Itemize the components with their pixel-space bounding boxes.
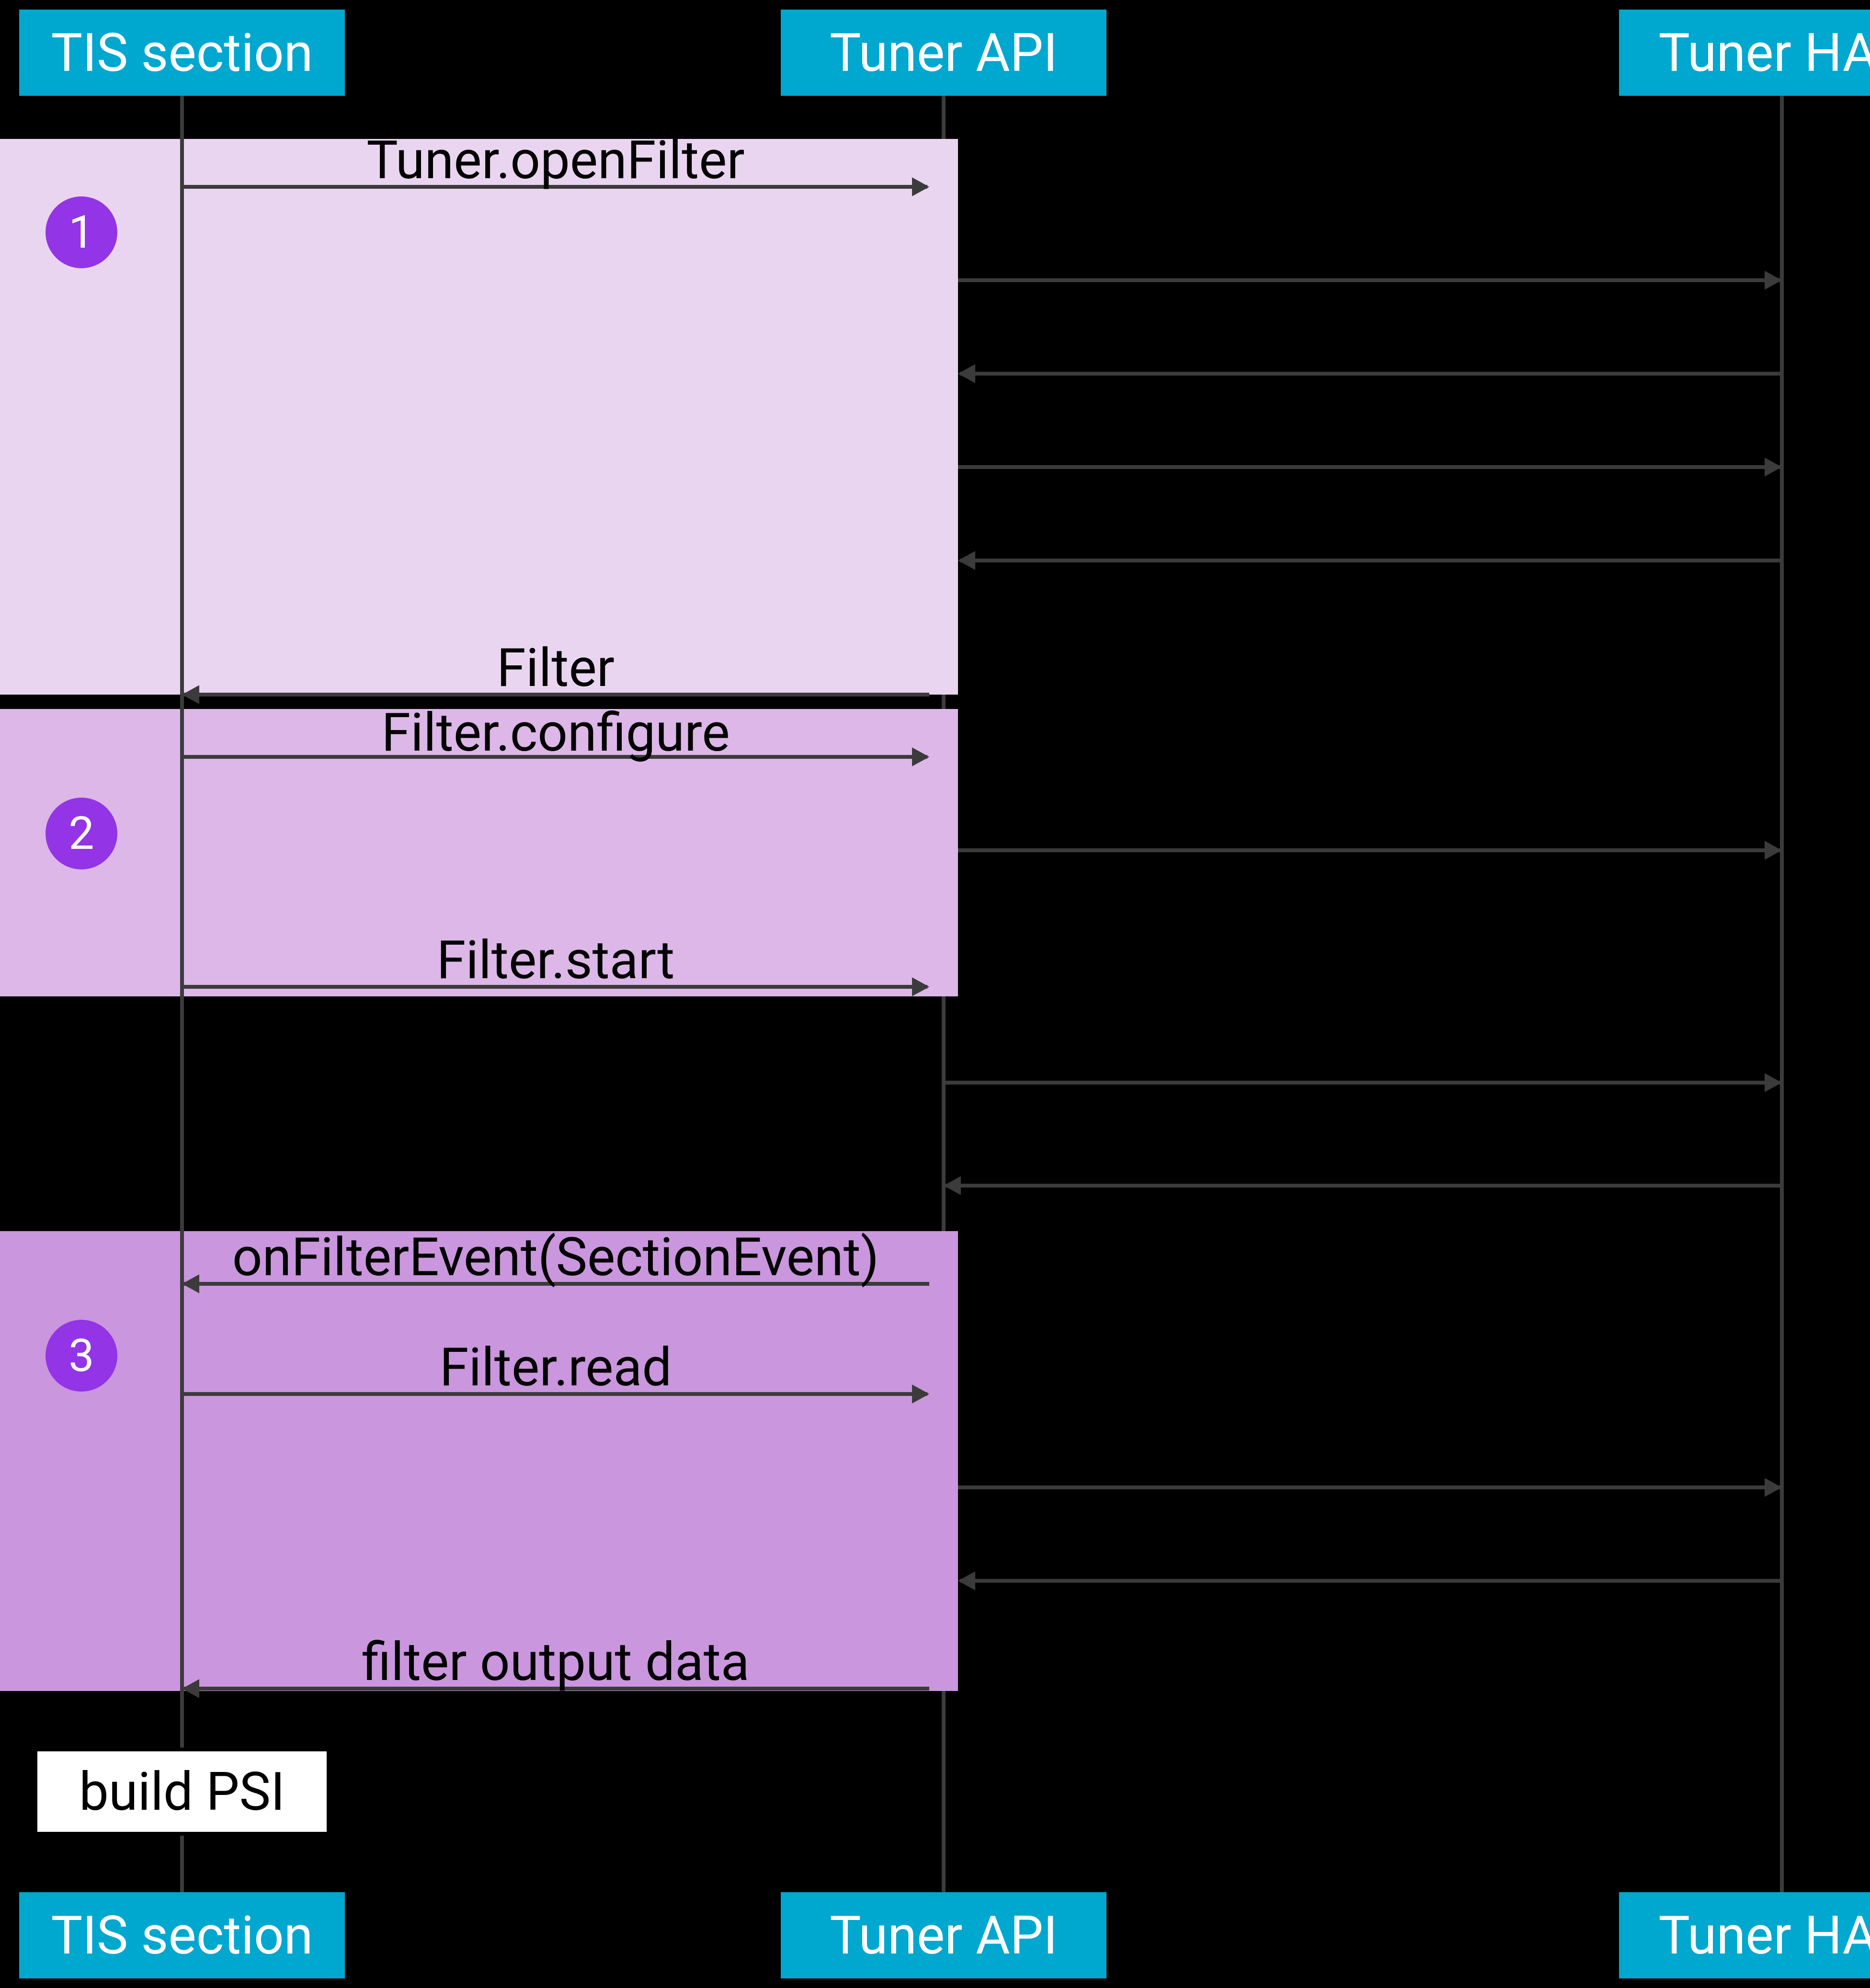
phase-badge-2: 2 bbox=[46, 798, 117, 869]
footer-api: Tuner API bbox=[781, 1892, 1106, 1978]
footer-tis: TIS section bbox=[19, 1892, 345, 1978]
lifeline-hal bbox=[1780, 96, 1784, 1892]
lifeline-tis bbox=[180, 96, 184, 1892]
participant-label: Tuner HAL bbox=[1658, 1905, 1870, 1966]
phase-badge-3: 3 bbox=[46, 1320, 117, 1392]
message-label-6: Filter.configure bbox=[125, 702, 987, 764]
header-tis: TIS section bbox=[19, 10, 345, 96]
message-label-15: filter output data bbox=[125, 1631, 987, 1693]
phase-3 bbox=[0, 1231, 958, 1691]
participant-label: Tuner API bbox=[830, 22, 1058, 84]
phase-1 bbox=[0, 139, 958, 695]
phase-badge-1: 1 bbox=[46, 196, 117, 268]
note-tis: build PSI bbox=[34, 1748, 331, 1836]
message-label-11: onFilterEvent(SectionEvent) bbox=[125, 1226, 987, 1288]
participant-label: Tuner API bbox=[830, 1905, 1058, 1966]
message-label-0: Tuner.openFilter bbox=[125, 129, 987, 191]
participant-label: Tuner HAL bbox=[1658, 22, 1870, 84]
message-label-12: Filter.read bbox=[125, 1337, 987, 1398]
message-label-8: Filter.start bbox=[125, 929, 987, 991]
participant-label: TIS section bbox=[51, 22, 313, 84]
activation-api-2 bbox=[929, 1231, 958, 1691]
header-api: Tuner API bbox=[781, 10, 1106, 96]
participant-label: TIS section bbox=[51, 1905, 313, 1966]
header-hal: Tuner HAL bbox=[1619, 10, 1870, 96]
footer-hal: Tuner HAL bbox=[1619, 1892, 1870, 1978]
activation-api-0 bbox=[929, 139, 958, 695]
message-label-5: Filter bbox=[125, 637, 987, 699]
sequence-diagram: TIS section Tuner API Tuner HAL TIS section… bbox=[0, 0, 1870, 1988]
